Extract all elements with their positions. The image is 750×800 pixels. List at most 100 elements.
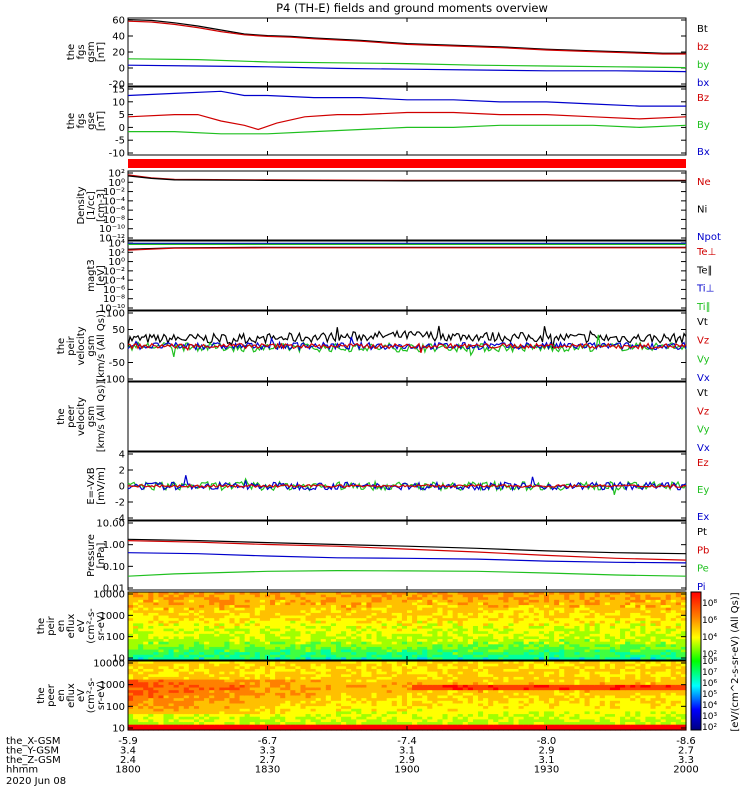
heatmap-cell: [178, 692, 185, 697]
heatmap-cell: [346, 644, 352, 648]
heatmap-cell: [437, 620, 444, 624]
heatmap-cell: [462, 676, 469, 681]
heatmap-cell: [148, 631, 154, 635]
heatmap-cell: [234, 620, 241, 624]
heatmap-cell: [219, 724, 225, 728]
heatmap-cell: [178, 684, 185, 689]
heatmap-cell: [264, 599, 271, 604]
heatmap-cell: [300, 631, 307, 635]
heatmap-cell: [422, 695, 428, 699]
heatmap-cell: [472, 719, 479, 723]
heatmap-cell: [270, 714, 276, 718]
heatmap-cell: [351, 687, 357, 691]
heatmap-cell: [513, 599, 520, 604]
heatmap-cell: [158, 649, 165, 653]
heatmap-cell: [249, 592, 256, 596]
heatmap-cell: [630, 599, 636, 604]
heatmap-cell: [478, 654, 484, 658]
heatmap-cell: [422, 668, 428, 673]
heatmap-cell: [168, 626, 175, 630]
heatmap-cell: [209, 639, 215, 643]
heatmap-cell: [401, 644, 408, 648]
heatmap-cell: [310, 641, 317, 645]
heatmap-cell: [305, 610, 312, 614]
heatmap-cell: [650, 623, 657, 627]
heatmap-cell: [168, 615, 175, 619]
heatmap-cell: [275, 597, 281, 601]
heatmap-cell: [305, 612, 312, 617]
heatmap-cell: [295, 727, 302, 731]
heatmap-cell: [493, 607, 499, 611]
heatmap-cell: [315, 644, 322, 648]
heatmap-cell: [128, 639, 134, 643]
heatmap-cell: [472, 663, 479, 667]
heatmap-cell: [188, 690, 195, 694]
heatmap-cell: [589, 599, 596, 604]
heatmap-cell: [472, 684, 479, 689]
heatmap-cell: [315, 695, 322, 699]
y-axis-label: the: [56, 408, 67, 424]
heatmap-cell: [427, 633, 433, 638]
heatmap-cell: [341, 676, 347, 681]
heatmap-cell: [280, 592, 286, 596]
heatmap-cell: [188, 668, 195, 673]
heatmap-cell: [457, 663, 464, 667]
heatmap-cell: [244, 610, 251, 614]
heatmap-cell: [239, 594, 246, 598]
heatmap-cell: [381, 716, 388, 720]
heatmap-cell: [305, 649, 312, 653]
heatmap-cell: [665, 594, 672, 598]
heatmap-cell: [472, 668, 479, 673]
heatmap-cell: [229, 618, 236, 622]
heatmap-cell: [209, 727, 215, 731]
heatmap-cell: [188, 663, 195, 667]
heatmap-cell: [158, 636, 165, 640]
heatmap-cell: [341, 663, 347, 667]
heatmap-cell: [371, 652, 378, 656]
heatmap-cell: [554, 592, 560, 596]
heatmap-cell: [219, 695, 225, 699]
heatmap-cell: [214, 644, 220, 648]
heatmap-cell: [381, 722, 388, 726]
heatmap-cell: [285, 676, 291, 681]
heatmap-cell: [543, 641, 550, 645]
heatmap-cell: [574, 615, 581, 619]
heatmap-cell: [381, 682, 388, 686]
heatmap-cell: [680, 636, 687, 640]
heatmap-cell: [270, 620, 276, 624]
heatmap-cell: [168, 636, 175, 640]
heatmap-cell: [244, 646, 251, 651]
heatmap-cell: [452, 679, 459, 683]
heatmap-cell: [229, 671, 236, 675]
heatmap-cell: [264, 636, 271, 640]
heatmap-cell: [320, 714, 327, 718]
heatmap-cell: [447, 636, 454, 640]
heatmap-cell: [351, 676, 357, 681]
heatmap-cell: [239, 639, 246, 643]
heatmap-cell: [645, 610, 652, 614]
heatmap-cell: [376, 657, 383, 661]
heatmap-cell: [467, 618, 474, 622]
heatmap-cell: [315, 615, 322, 619]
heatmap-cell: [680, 607, 687, 611]
heatmap-cell: [214, 684, 220, 689]
heatmap-cell: [335, 724, 342, 728]
heatmap-cell: [320, 666, 327, 670]
heatmap-cell: [386, 679, 393, 683]
heatmap-cell: [549, 602, 555, 606]
heatmap-cell: [412, 722, 418, 726]
heatmap-cell: [341, 631, 347, 635]
heatmap-cell: [391, 652, 398, 656]
heatmap-cell: [422, 719, 428, 723]
heatmap-cell: [330, 687, 337, 691]
heatmap-cell: [335, 652, 342, 656]
heatmap-cell: [214, 652, 220, 656]
heatmap-cell: [422, 703, 428, 707]
heatmap-cell: [133, 671, 139, 675]
heatmap-cell: [138, 668, 144, 673]
heatmap-cell: [128, 695, 134, 699]
heatmap-cell: [670, 628, 677, 632]
heatmap-cell: [508, 646, 515, 651]
heatmap-cell: [457, 620, 464, 624]
heatmap-cell: [386, 698, 393, 702]
